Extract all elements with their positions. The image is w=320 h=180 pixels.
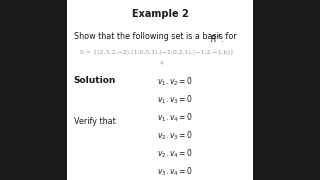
Text: $v_2.v_3 = 0$: $v_2.v_3 = 0$ <box>157 130 193 142</box>
Text: S = {(2,3,2,−2),(1,0,0,1),(−1,0,2,1),(−1,2,−1,b)}: S = {(2,3,2,−2),(1,0,0,1),(−1,0,2,1),(−1… <box>80 50 234 55</box>
Text: $R^4$.: $R^4$. <box>210 32 223 45</box>
Text: 4: 4 <box>160 61 164 66</box>
FancyBboxPatch shape <box>67 0 253 180</box>
Text: Solution: Solution <box>74 76 116 85</box>
Text: $v_1.v_4 = 0$: $v_1.v_4 = 0$ <box>157 112 193 124</box>
Text: $v_1.v_2 = 0$: $v_1.v_2 = 0$ <box>157 76 193 88</box>
Text: Example 2: Example 2 <box>132 9 188 19</box>
Text: $v_1.v_3 = 0$: $v_1.v_3 = 0$ <box>157 94 193 106</box>
Text: $v_3.v_4 = 0$: $v_3.v_4 = 0$ <box>157 166 193 178</box>
Text: Show that the following set is a basis for: Show that the following set is a basis f… <box>74 32 239 41</box>
Text: Verify that: Verify that <box>74 117 115 126</box>
Text: $v_2.v_4 = 0$: $v_2.v_4 = 0$ <box>157 148 193 160</box>
